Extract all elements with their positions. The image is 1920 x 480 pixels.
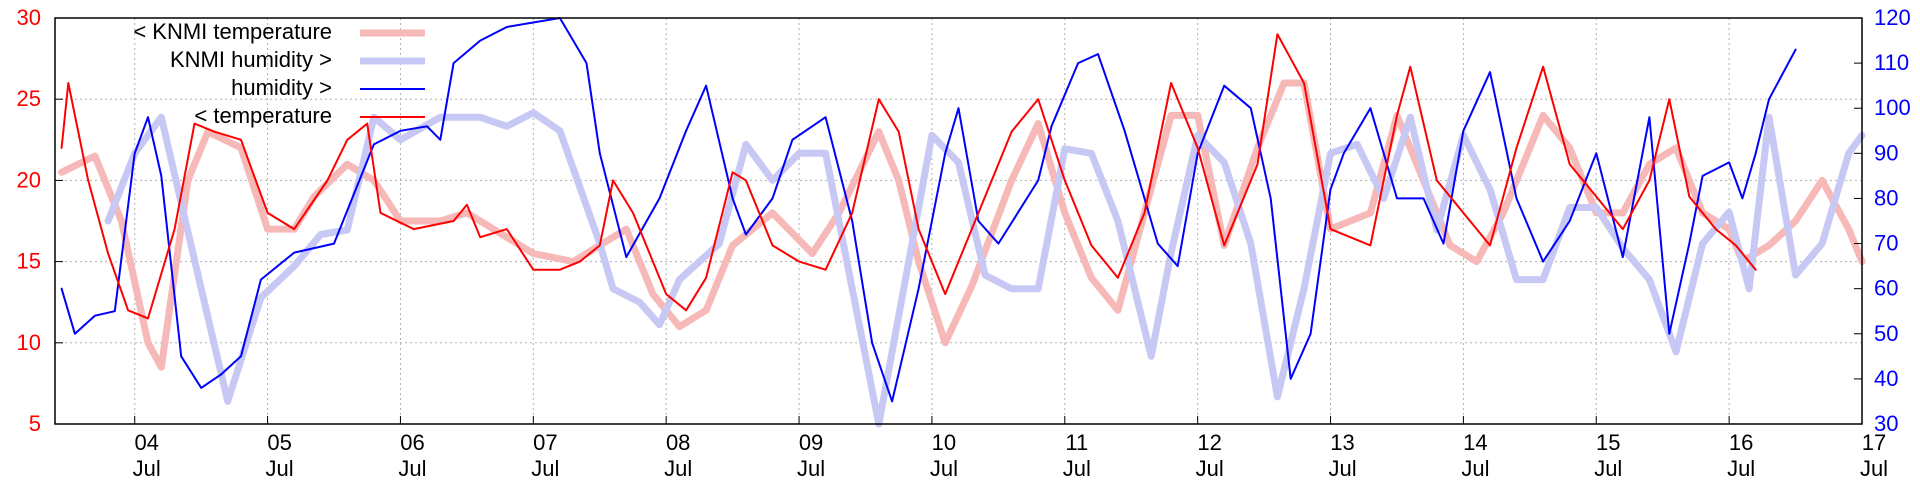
x-tick-day: 07 bbox=[533, 430, 557, 455]
x-tick-day: 05 bbox=[267, 430, 291, 455]
x-tick-month: Jul bbox=[1594, 456, 1622, 480]
x-tick-month: Jul bbox=[1063, 456, 1091, 480]
x-tick-month: Jul bbox=[266, 456, 294, 480]
left-tick-label: 5 bbox=[29, 411, 41, 436]
legend-label: humidity > bbox=[231, 75, 332, 100]
legend: < KNMI temperature KNMI humidity > humidit… bbox=[133, 19, 425, 128]
plot-frame bbox=[54, 17, 1863, 425]
legend-label: KNMI humidity > bbox=[170, 47, 332, 72]
x-tick-day: 14 bbox=[1463, 430, 1487, 455]
series-layer bbox=[58, 17, 1866, 428]
x-tick-month: Jul bbox=[930, 456, 958, 480]
x-tick-day: 11 bbox=[1065, 430, 1088, 455]
right-tick-label: 100 bbox=[1874, 95, 1911, 120]
x-tick-month: Jul bbox=[133, 456, 161, 480]
right-tick-label: 30 bbox=[1874, 411, 1898, 436]
right-tick-label: 40 bbox=[1874, 366, 1898, 391]
x-tick-day: 06 bbox=[400, 430, 424, 455]
x-tick-month: Jul bbox=[664, 456, 692, 480]
x-tick-day: 09 bbox=[799, 430, 823, 455]
series-line-knmi-humidity bbox=[104, 109, 1866, 428]
left-tick-label: 15 bbox=[17, 249, 41, 274]
x-tick-day: 04 bbox=[134, 430, 158, 455]
x-tick-day: 08 bbox=[666, 430, 690, 455]
right-tick-label: 50 bbox=[1874, 321, 1898, 346]
left-tick-label: 20 bbox=[17, 167, 41, 192]
x-tick-day: 16 bbox=[1729, 430, 1753, 455]
right-tick-label: 110 bbox=[1874, 50, 1909, 75]
left-tick-label: 30 bbox=[17, 5, 41, 30]
x-tick-month: Jul bbox=[531, 456, 559, 480]
right-tick-label: 120 bbox=[1874, 5, 1911, 30]
x-tick-day: 17 bbox=[1862, 430, 1886, 455]
x-tick-month: Jul bbox=[1196, 456, 1224, 480]
legend-label: < temperature bbox=[194, 103, 332, 128]
left-axis-ticks: 5 10 15 20 25 30 bbox=[17, 5, 63, 436]
right-tick-label: 80 bbox=[1874, 185, 1898, 210]
left-tick-label: 10 bbox=[17, 330, 41, 355]
legend-label: < KNMI temperature bbox=[133, 19, 332, 44]
right-tick-label: 70 bbox=[1874, 231, 1898, 256]
series-line-temperature bbox=[60, 33, 1757, 320]
left-tick-label: 25 bbox=[17, 86, 41, 111]
x-axis-ticks: 04Jul05Jul06Jul07Jul08Jul09Jul10Jul11Jul… bbox=[133, 416, 1888, 480]
right-axis-ticks: 30 40 50 60 70 80 90 100 110 120 bbox=[1854, 5, 1911, 436]
x-tick-month: Jul bbox=[797, 456, 825, 480]
x-tick-day: 12 bbox=[1197, 430, 1221, 455]
x-tick-month: Jul bbox=[1860, 456, 1888, 480]
x-tick-month: Jul bbox=[1727, 456, 1755, 480]
right-tick-label: 60 bbox=[1874, 276, 1898, 301]
x-tick-month: Jul bbox=[1461, 456, 1489, 480]
series-line-humidity bbox=[60, 17, 1797, 403]
x-tick-day: 15 bbox=[1596, 430, 1620, 455]
x-tick-month: Jul bbox=[398, 456, 426, 480]
x-tick-month: Jul bbox=[1328, 456, 1356, 480]
right-tick-label: 90 bbox=[1874, 140, 1898, 165]
x-tick-day: 13 bbox=[1330, 430, 1354, 455]
x-tick-day: 10 bbox=[932, 430, 956, 455]
